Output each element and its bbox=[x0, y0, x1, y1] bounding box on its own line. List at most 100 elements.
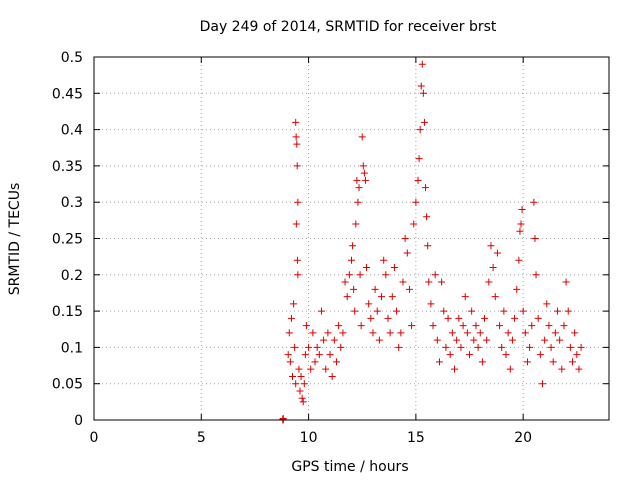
data-point bbox=[313, 343, 321, 351]
data-point bbox=[363, 264, 371, 272]
data-point bbox=[466, 351, 474, 359]
data-point bbox=[564, 307, 572, 315]
data-point bbox=[326, 351, 334, 359]
data-point bbox=[345, 271, 353, 279]
data-point bbox=[536, 351, 544, 359]
data-point bbox=[489, 264, 497, 272]
data-point bbox=[356, 271, 364, 279]
data-point bbox=[324, 329, 332, 337]
data-point bbox=[532, 271, 540, 279]
data-point bbox=[317, 307, 325, 315]
data-point bbox=[530, 198, 538, 206]
data-point bbox=[455, 314, 463, 322]
data-point bbox=[300, 380, 308, 388]
data-point bbox=[493, 249, 501, 257]
data-point bbox=[320, 336, 328, 344]
x-tick-label: 20 bbox=[514, 430, 532, 446]
data-point bbox=[558, 365, 566, 373]
data-point bbox=[353, 176, 361, 184]
data-point bbox=[414, 176, 422, 184]
data-point bbox=[463, 329, 471, 337]
data-point bbox=[575, 365, 583, 373]
x-tick-label: 0 bbox=[90, 430, 99, 446]
y-tick-label: 0.1 bbox=[61, 340, 83, 356]
grid bbox=[94, 57, 609, 420]
data-point bbox=[360, 169, 368, 177]
y-tick-label: 0.4 bbox=[61, 123, 83, 139]
data-point bbox=[556, 336, 564, 344]
data-point bbox=[425, 278, 433, 286]
x-tick-label: 15 bbox=[407, 430, 425, 446]
plot-frame bbox=[93, 56, 610, 421]
data-point bbox=[403, 249, 411, 257]
data-point bbox=[566, 343, 574, 351]
y-tick-label: 0.15 bbox=[52, 304, 83, 320]
data-point bbox=[299, 398, 307, 406]
data-point bbox=[291, 343, 299, 351]
data-point bbox=[358, 133, 366, 141]
data-point bbox=[388, 293, 396, 301]
data-point bbox=[481, 314, 489, 322]
data-point bbox=[284, 351, 292, 359]
data-point bbox=[288, 372, 296, 380]
data-point bbox=[397, 329, 405, 337]
data-point bbox=[442, 343, 450, 351]
data-point bbox=[531, 235, 539, 242]
data-point bbox=[429, 322, 437, 330]
data-point bbox=[297, 372, 305, 380]
data-point bbox=[357, 322, 365, 330]
data-point bbox=[451, 365, 458, 373]
data-point bbox=[307, 365, 315, 373]
data-point bbox=[500, 307, 508, 315]
data-point bbox=[468, 307, 476, 315]
data-point bbox=[448, 329, 456, 337]
data-point bbox=[371, 285, 379, 293]
data-points bbox=[279, 60, 585, 424]
x-tick-label: 5 bbox=[197, 430, 206, 446]
data-point bbox=[298, 394, 306, 402]
data-point bbox=[491, 293, 499, 301]
x-tick-label: 10 bbox=[300, 430, 318, 446]
data-point bbox=[523, 358, 531, 366]
data-point bbox=[571, 329, 579, 337]
data-point bbox=[343, 293, 351, 301]
data-point bbox=[534, 314, 542, 322]
data-point bbox=[506, 365, 514, 373]
data-point bbox=[412, 198, 420, 206]
data-point bbox=[384, 314, 392, 322]
data-point bbox=[405, 285, 413, 293]
data-point bbox=[417, 82, 425, 90]
data-point bbox=[285, 329, 293, 337]
data-point bbox=[457, 343, 465, 351]
data-point bbox=[339, 329, 347, 337]
data-point bbox=[547, 343, 555, 351]
data-point bbox=[399, 278, 407, 286]
data-point bbox=[279, 415, 287, 423]
chart-title: Day 249 of 2014, SRMTID for receiver brs… bbox=[200, 19, 497, 35]
data-point bbox=[395, 343, 403, 351]
data-point bbox=[302, 322, 310, 330]
data-point bbox=[541, 336, 549, 344]
data-point bbox=[349, 242, 357, 250]
data-point bbox=[573, 351, 581, 359]
y-tick-label: 0.45 bbox=[52, 86, 83, 102]
data-point bbox=[292, 133, 300, 141]
data-point bbox=[551, 329, 559, 337]
data-point bbox=[478, 358, 486, 366]
data-point bbox=[315, 351, 323, 359]
data-point bbox=[422, 184, 430, 192]
data-point bbox=[294, 198, 302, 206]
data-point bbox=[498, 343, 506, 351]
data-point bbox=[355, 184, 363, 192]
data-point bbox=[515, 256, 523, 264]
data-point bbox=[487, 242, 495, 250]
data-point bbox=[438, 278, 446, 286]
data-point bbox=[330, 336, 338, 344]
data-point bbox=[420, 118, 428, 126]
x-axis-label: GPS time / hours bbox=[291, 459, 408, 475]
data-point bbox=[332, 358, 340, 366]
data-point bbox=[292, 220, 300, 228]
data-point bbox=[380, 256, 388, 264]
data-point bbox=[461, 293, 469, 301]
